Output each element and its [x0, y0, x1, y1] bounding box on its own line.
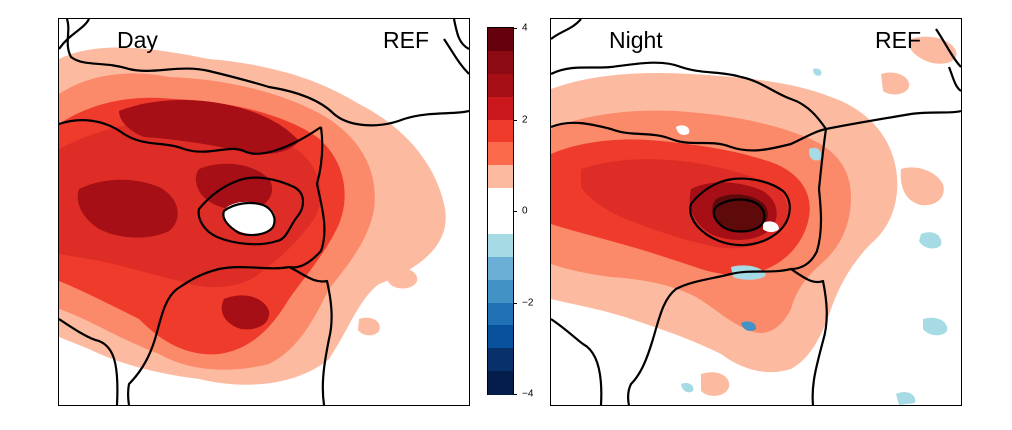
negative-patch: [919, 232, 942, 249]
admin-boundary: [551, 19, 582, 40]
urban-core-gap: [763, 221, 779, 232]
urban-core-gap: [676, 125, 690, 135]
patch: [386, 267, 418, 289]
colorbar-cell: [488, 233, 513, 258]
admin-boundary: [222, 201, 276, 237]
admin-boundary: [947, 66, 961, 92]
patch: [881, 72, 910, 95]
contour-level-6: [712, 194, 768, 232]
colorbar-cell: [488, 142, 513, 166]
admin-boundary: [288, 126, 326, 269]
contour-level-5: [119, 99, 299, 154]
negative-patch: [923, 317, 948, 336]
negative-patch: [813, 68, 822, 76]
colorbar-tick: [513, 394, 517, 395]
panel-title-day: Day: [117, 27, 158, 53]
colorbar-cell: [488, 96, 513, 120]
contour-level-4: [59, 120, 321, 288]
colorbar-cell: [488, 50, 513, 75]
patch: [411, 222, 436, 243]
admin-boundary: [197, 176, 305, 246]
admin-boundary: [59, 119, 322, 155]
map-panel-day: Day REF: [58, 18, 470, 406]
colorbar-tick-label: −2: [522, 297, 534, 308]
colorbar-tick: [513, 211, 517, 212]
colorbar-cell: [488, 279, 513, 303]
admin-boundary: [288, 266, 333, 405]
colorbar-tick-label: 2: [522, 114, 528, 125]
colorbar-cell: [488, 256, 513, 281]
patch: [701, 372, 730, 396]
negative-patch: [681, 382, 694, 393]
negative-patch: [741, 321, 757, 331]
admin-boundary: [59, 19, 90, 50]
patch: [900, 167, 944, 206]
colorbar-tick: [513, 28, 517, 29]
colorbar-cell: [488, 302, 513, 326]
colorbar-tick: [513, 119, 517, 121]
urban-core-gap: [224, 201, 276, 235]
admin-boundary: [790, 128, 828, 271]
panel-scenario-day: REF: [383, 27, 429, 53]
colorbar: 4 2 0 −2 −4: [487, 23, 533, 400]
contour-level-5c: [195, 163, 273, 211]
admin-boundary: [65, 19, 469, 127]
admin-boundary: [127, 265, 290, 405]
colorbar-cell: [488, 211, 513, 235]
colorbar-tick-label: −4: [522, 388, 534, 400]
colorbar-cell: [488, 348, 513, 372]
colorbar-cell: [488, 371, 513, 395]
map-panel-night: Night REF: [550, 18, 962, 406]
colorbar-cell: [488, 325, 513, 349]
admin-boundary: [689, 177, 791, 247]
admin-boundary: [59, 318, 119, 405]
colorbar-cell: [488, 28, 513, 52]
admin-boundary: [790, 268, 828, 405]
admin-boundary: [443, 38, 469, 75]
contour-level-5b: [77, 179, 178, 238]
night-map-field: [551, 19, 961, 405]
colorbar-cell: [488, 165, 513, 189]
contour-level-5d: [221, 295, 270, 330]
admin-boundary: [551, 318, 603, 405]
colorbar-cell: [488, 188, 513, 212]
admin-boundary: [452, 19, 469, 50]
day-map-field: [59, 19, 469, 405]
colorbar-cell: [488, 119, 513, 143]
colorbar-tick-label: 4: [522, 22, 528, 34]
negative-patch: [896, 392, 916, 405]
admin-boundary: [551, 61, 827, 130]
admin-boundary: [551, 109, 961, 152]
negative-patch: [808, 147, 822, 161]
panel-scenario-night: REF: [875, 27, 921, 53]
admin-boundary: [627, 267, 792, 405]
colorbar-tick: [513, 302, 517, 304]
admin-boundary: [935, 28, 961, 68]
colorbar-tick-label: 0: [522, 205, 528, 217]
panel-title-night: Night: [609, 27, 663, 53]
admin-boundary: [712, 198, 766, 233]
patch: [358, 317, 380, 336]
colorbar-cell: [488, 73, 513, 98]
